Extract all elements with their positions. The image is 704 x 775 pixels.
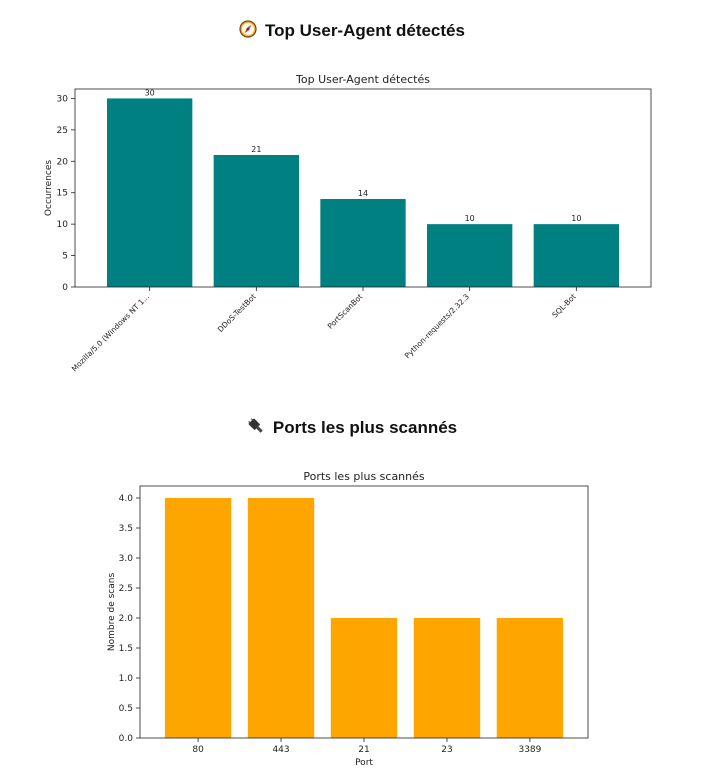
x-tick-label: 3389 <box>518 745 541 755</box>
chart-title: Ports les plus scannés <box>303 470 425 483</box>
bar <box>427 224 513 287</box>
x-tick-label: 80 <box>192 745 204 755</box>
plot-frame <box>74 88 652 288</box>
x-tick-label: SQL-Bot <box>550 292 577 319</box>
y-tick-label: 25 <box>57 126 68 136</box>
bar <box>247 498 315 738</box>
y-tick-label: 1.0 <box>119 674 134 684</box>
section-heading-text: Ports les plus scannés <box>272 418 458 437</box>
section-heading-ports: Ports les plus scannés <box>0 417 704 440</box>
y-tick-label: 5 <box>62 252 68 262</box>
bar <box>330 618 398 738</box>
bar <box>164 498 232 738</box>
y-tick-label: 0.0 <box>119 734 134 744</box>
bar <box>496 618 564 738</box>
y-tick-label: 4.0 <box>119 494 134 504</box>
y-tick-label: 15 <box>57 189 68 199</box>
bar <box>533 224 619 287</box>
section-heading-user-agents: Top User-Agent détectés <box>0 20 704 43</box>
section-heading-text: Top User-Agent détectés <box>265 21 465 40</box>
chart-ports: Ports les plus scannés 0.0 0.5 1.0 1.5 2.0 2.5… <box>107 470 589 768</box>
x-tick-label: 443 <box>272 745 289 755</box>
bar <box>413 618 481 738</box>
y-tick-label: 30 <box>57 94 69 104</box>
y-axis-label: Occurrences <box>44 160 54 216</box>
x-axis-label: Port <box>355 758 373 768</box>
x-tick-label: 21 <box>358 745 369 755</box>
x-tick-label: Python-requests/2.32.3 <box>403 292 471 360</box>
y-tick-label: 2.0 <box>119 614 134 624</box>
data-label: 14 <box>358 189 368 198</box>
compass-icon <box>239 20 257 43</box>
y-tick-label: 2.5 <box>119 584 133 594</box>
plot-frame <box>139 485 589 739</box>
bar <box>213 155 299 287</box>
y-tick-label: 0.5 <box>119 704 133 714</box>
y-axis-label: Nombre de scans <box>107 573 117 652</box>
y-tick-label: 3.5 <box>119 524 133 534</box>
x-tick-label: PortScanBot <box>326 292 365 331</box>
y-tick-label: 3.0 <box>119 554 134 564</box>
x-tick-label: 23 <box>441 745 452 755</box>
bar <box>320 199 406 287</box>
data-label: 10 <box>571 214 581 223</box>
y-tick-label: 1.5 <box>119 644 133 654</box>
ethernet-plug-icon <box>247 417 265 440</box>
x-tick-label: Mozilla/5.0 (Windows NT 1... <box>70 292 151 373</box>
data-label: 30 <box>145 88 155 97</box>
bar <box>107 98 193 287</box>
data-label: 10 <box>465 214 475 223</box>
x-tick-label: DDoS-TestBot <box>216 292 258 334</box>
data-label: 21 <box>251 145 261 154</box>
y-tick-label: 20 <box>57 157 69 167</box>
y-tick-label: 0 <box>62 283 68 293</box>
chart-title: Top User-Agent détectés <box>295 73 430 86</box>
y-tick-label: 10 <box>57 220 69 230</box>
chart-user-agents: Top User-Agent détectés 0 5 10 15 20 25 30 30 Moz… <box>44 73 652 373</box>
